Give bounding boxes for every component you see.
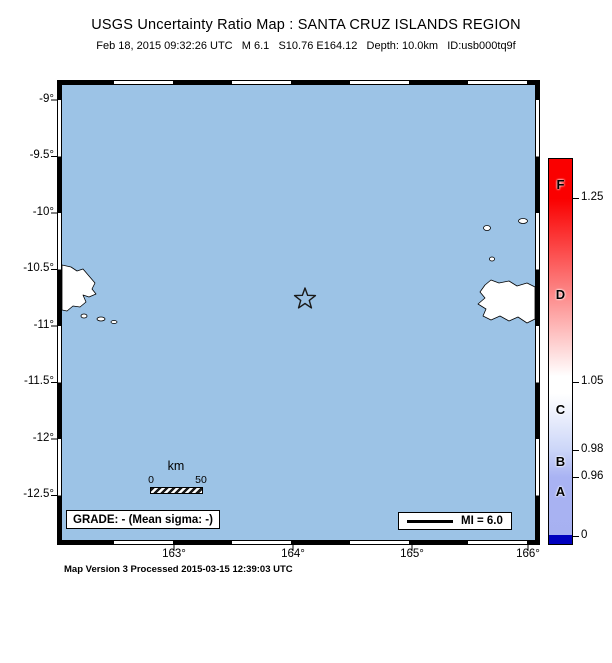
x-axis-label: 165° (400, 548, 424, 560)
map-frame-left (57, 85, 62, 540)
uncertainty-colorbar (548, 158, 573, 545)
colorbar-tick-value: 1.05 (581, 375, 604, 387)
y-axis-label: -11.5° (24, 375, 54, 387)
x-axis-label: 163° (162, 548, 186, 560)
colorbar-tick-value: 0.96 (581, 470, 604, 482)
colorbar-tick-value: 0.98 (581, 443, 604, 455)
colorbar-grade-label: F (556, 177, 565, 192)
colorbar-tick (573, 450, 579, 451)
y-axis-label: -12° (32, 432, 54, 444)
mi-line-sample (407, 519, 453, 523)
frame-corner (535, 80, 540, 85)
colorbar-grade-label: D (555, 287, 566, 302)
colorbar-grade-label: C (555, 402, 566, 417)
x-axis-label: 164° (281, 548, 305, 560)
scale-bar (150, 487, 203, 494)
page-title: USGS Uncertainty Ratio Map : SANTA CRUZ … (91, 17, 521, 33)
map-frame-right (535, 85, 540, 540)
colorbar-tick (573, 536, 579, 537)
y-axis-label: -11° (33, 319, 54, 331)
colorbar-grade-label: A (555, 484, 566, 499)
x-axis-label: 166° (516, 548, 540, 560)
colorbar-tick (573, 198, 579, 199)
version-text: Map Version 3 Processed 2015-03-15 12:39… (64, 564, 293, 575)
colorbar-tick-value: 1.25 (581, 191, 604, 203)
scale-unit-label: km (167, 459, 185, 473)
y-axis-label: -9° (39, 93, 54, 105)
scale-end-label: 50 (195, 474, 207, 486)
colorbar-grade-label: B (555, 454, 566, 469)
event-subtitle: Feb 18, 2015 09:32:26 UTC M 6.1 S10.76 E… (96, 40, 516, 52)
y-axis-label: -10.5° (23, 262, 54, 274)
colorbar-tick (573, 382, 579, 383)
mi-box-label: MI = 6.0 (461, 515, 503, 527)
y-axis-label: -10° (32, 206, 54, 218)
frame-corner (535, 540, 540, 545)
colorbar-tick-value: 0 (581, 529, 588, 541)
scale-start-label: 0 (148, 474, 154, 486)
map-frame-top (62, 80, 535, 85)
map-frame-bottom (62, 540, 535, 545)
frame-corner (57, 80, 62, 85)
map-canvas (62, 85, 535, 540)
mi-box: MI = 6.0 (398, 512, 512, 530)
y-axis-label: -12.5° (23, 488, 54, 500)
frame-corner (57, 540, 62, 545)
colorbar-tick (573, 477, 579, 478)
y-axis-label: -9.5° (29, 149, 54, 161)
grade-box-label: GRADE: - (Mean sigma: -) (73, 513, 213, 526)
grade-box: GRADE: - (Mean sigma: -) (66, 510, 220, 529)
